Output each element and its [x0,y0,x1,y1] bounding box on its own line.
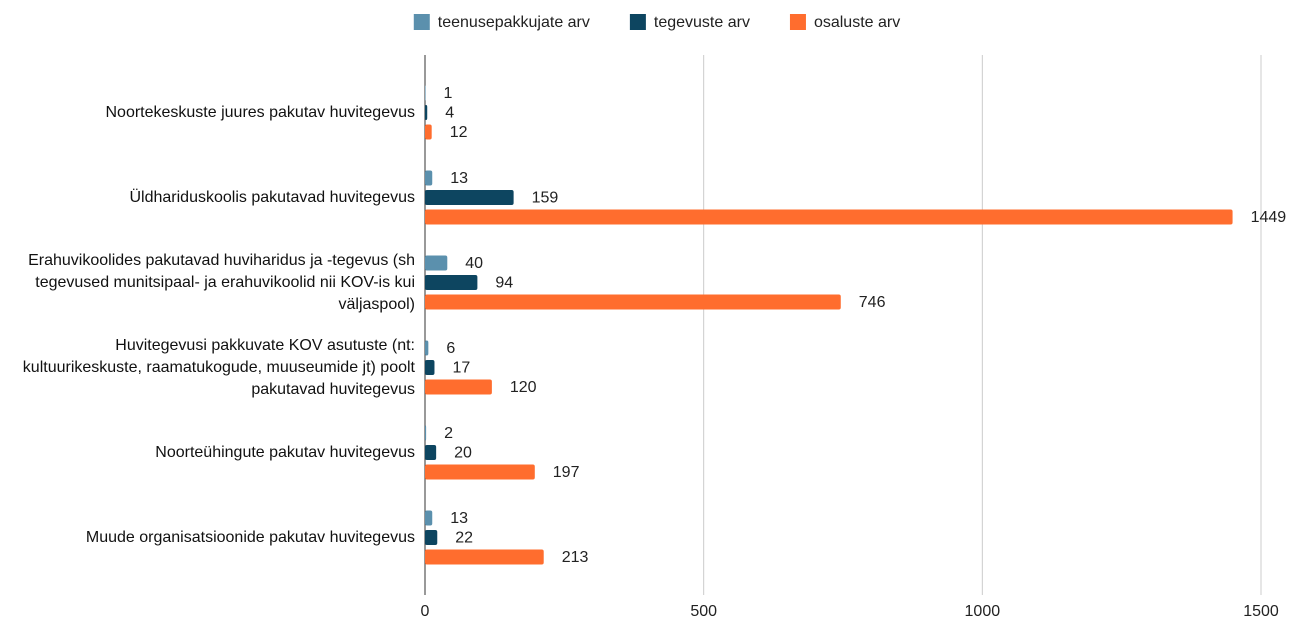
value-label: 159 [532,190,559,207]
value-label: 13 [450,510,468,527]
value-label: 1449 [1251,209,1287,226]
bar [425,294,841,310]
bar [425,549,544,565]
value-label: 1 [444,85,453,102]
legend-label: tegevuste arv [654,14,750,31]
bar [425,275,478,290]
value-label: 213 [562,549,589,566]
legend-swatch [413,14,430,30]
bar [425,209,1233,225]
bar [425,445,437,460]
bar [425,105,428,120]
value-label: 746 [859,294,886,311]
y-tick-label: Noortekeskuste juures pakutav huvitegevu… [105,103,415,121]
bar [425,510,433,526]
value-label: 2 [444,425,453,442]
value-label: 40 [465,255,483,272]
value-label: 94 [495,275,513,292]
bar [425,124,432,140]
legend-label: osaluste arv [814,14,900,31]
bar [425,255,448,271]
y-tick-label: Huvitegevusi pakkuvate KOV asutuste (nt:… [22,336,415,398]
bar [425,530,438,545]
y-tick-label: Üldhariduskoolis pakutavad huvitegevus [129,188,415,206]
value-label: 12 [450,124,468,141]
legend-label: teenusepakkujate arv [438,14,590,31]
bar [425,425,427,441]
value-label: 17 [452,360,470,377]
y-tick-label: Noorteühingute pakutav huvitegevus [155,443,415,461]
legend-swatch [789,14,806,30]
y-tick-label: Muude organisatsioonide pakutav huvitege… [85,528,415,546]
x-tick-label: 1500 [1243,603,1279,620]
value-label: 22 [455,530,473,547]
value-label: 6 [446,340,455,357]
y-tick-label: Erahuvikoolides pakutavad huviharidus ja… [28,251,415,313]
value-label: 20 [454,445,472,462]
x-tick-label: 500 [690,603,717,620]
bar [425,170,433,186]
legend-swatch [629,14,646,30]
x-tick-label: 0 [421,603,430,620]
bar [425,360,435,375]
value-label: 13 [450,170,468,187]
bar [425,379,492,395]
bar [425,85,426,101]
bar [425,340,429,356]
bar [425,190,514,205]
bar [425,464,535,480]
x-tick-label: 1000 [965,603,1001,620]
value-label: 120 [510,379,537,396]
value-label: 197 [553,464,580,481]
value-label: 4 [445,105,454,122]
